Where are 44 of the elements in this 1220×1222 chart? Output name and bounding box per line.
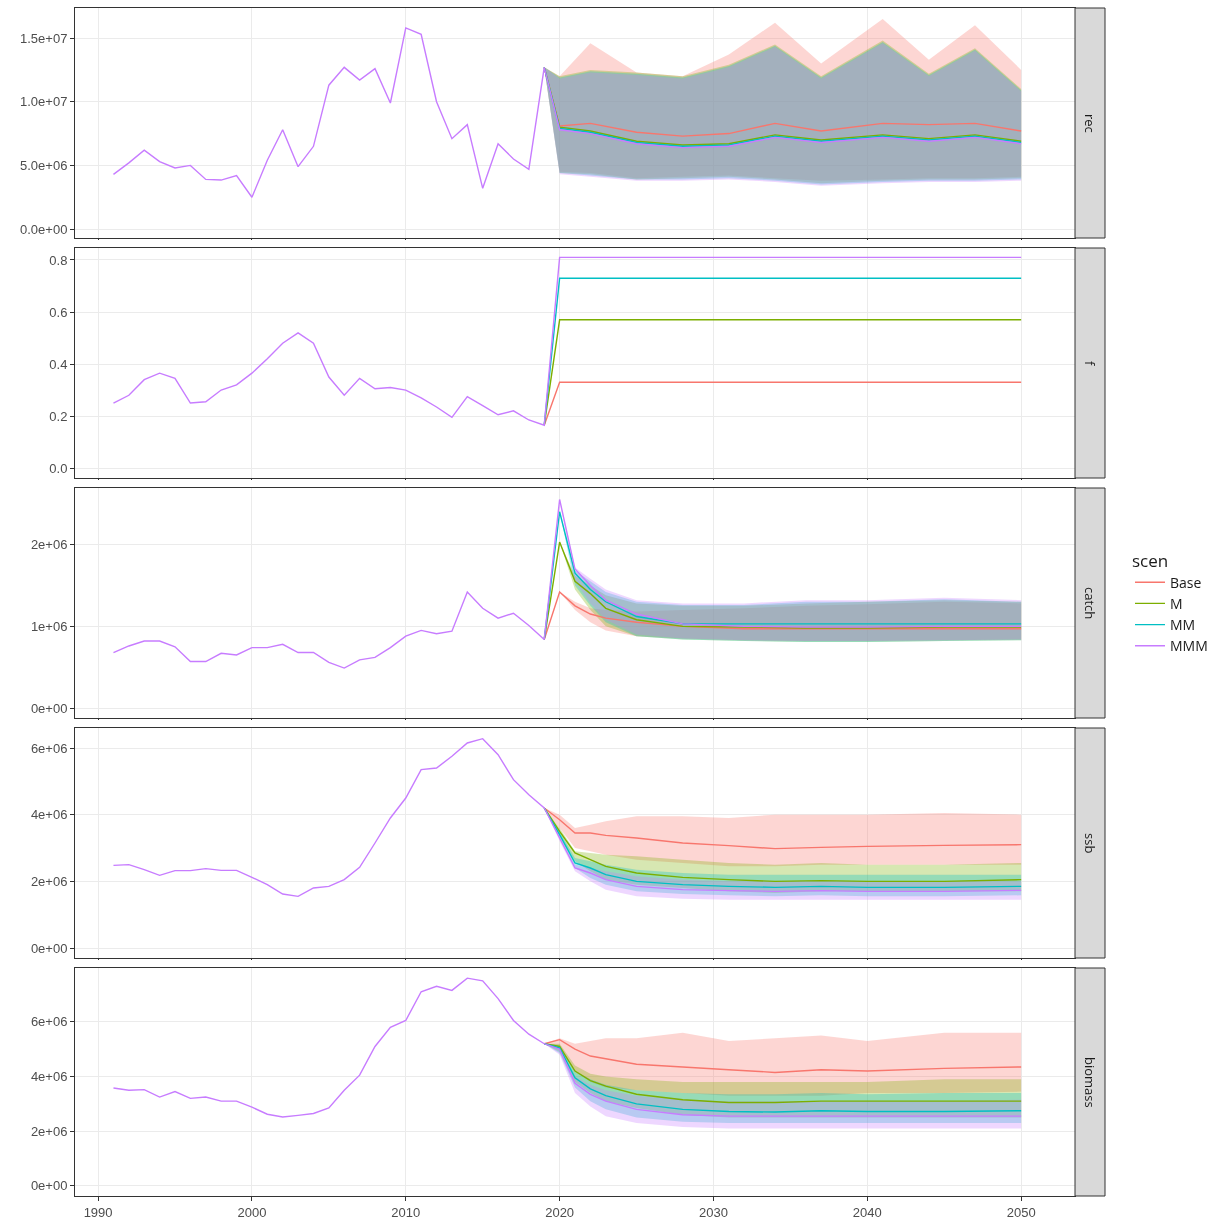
text: rec	[1081, 114, 1099, 133]
y-tick-label: 0e+00	[30, 940, 68, 956]
y-tick-label: 0e+00	[30, 700, 68, 716]
y-tick-label: 0e+00	[30, 1178, 68, 1194]
y-tick-label: 2e+06	[30, 1123, 68, 1139]
y-tick-label: 1.5e+07	[20, 30, 68, 46]
line-series	[112, 977, 1022, 1118]
text: catch	[1081, 587, 1099, 620]
x-tick-label: 2020	[545, 1204, 575, 1220]
y-tick-label: 4e+06	[30, 807, 68, 823]
y-tick-label: 6e+06	[30, 740, 68, 756]
legend-label: M	[1170, 593, 1183, 613]
line-series	[112, 498, 1022, 669]
legend-label: MM	[1170, 615, 1196, 635]
x-tick-label: 2000	[237, 1204, 267, 1220]
text: ssb	[1081, 833, 1099, 854]
line-series	[112, 256, 1022, 426]
y-tick-label: 0.0e+00	[20, 221, 68, 237]
legend-title: scen	[1132, 548, 1169, 572]
line-series	[112, 27, 1022, 198]
y-tick-label: 2e+06	[30, 873, 68, 889]
y-tick-label: 0.6	[49, 304, 68, 320]
y-tick-label: 0.0	[49, 460, 68, 476]
y-tick-label: 1e+06	[30, 618, 68, 634]
text: f	[1081, 361, 1099, 366]
y-tick-label: 6e+06	[30, 1014, 68, 1030]
y-tick-label: 4e+06	[30, 1069, 68, 1085]
text: biomass	[1081, 1057, 1099, 1108]
legend-label: MMM	[1170, 636, 1208, 656]
line-series	[543, 807, 1022, 850]
y-tick-label: 1.0e+07	[20, 94, 68, 110]
x-tick-label: 2030	[699, 1204, 728, 1220]
x-tick-label: 2050	[1006, 1204, 1036, 1220]
line-series	[112, 737, 1022, 898]
y-tick-label: 2e+06	[30, 537, 68, 553]
line-series	[543, 1038, 1022, 1074]
x-tick-label: 2040	[852, 1204, 882, 1220]
legend-label: Base	[1170, 572, 1202, 592]
y-tick-label: 0.2	[49, 408, 68, 424]
y-tick-label: 5.0e+06	[20, 157, 68, 173]
y-tick-label: 0.4	[49, 356, 68, 372]
y-tick-label: 0.8	[49, 252, 68, 268]
x-tick-label: 2010	[391, 1204, 421, 1220]
x-tick-label: 1990	[83, 1204, 113, 1220]
